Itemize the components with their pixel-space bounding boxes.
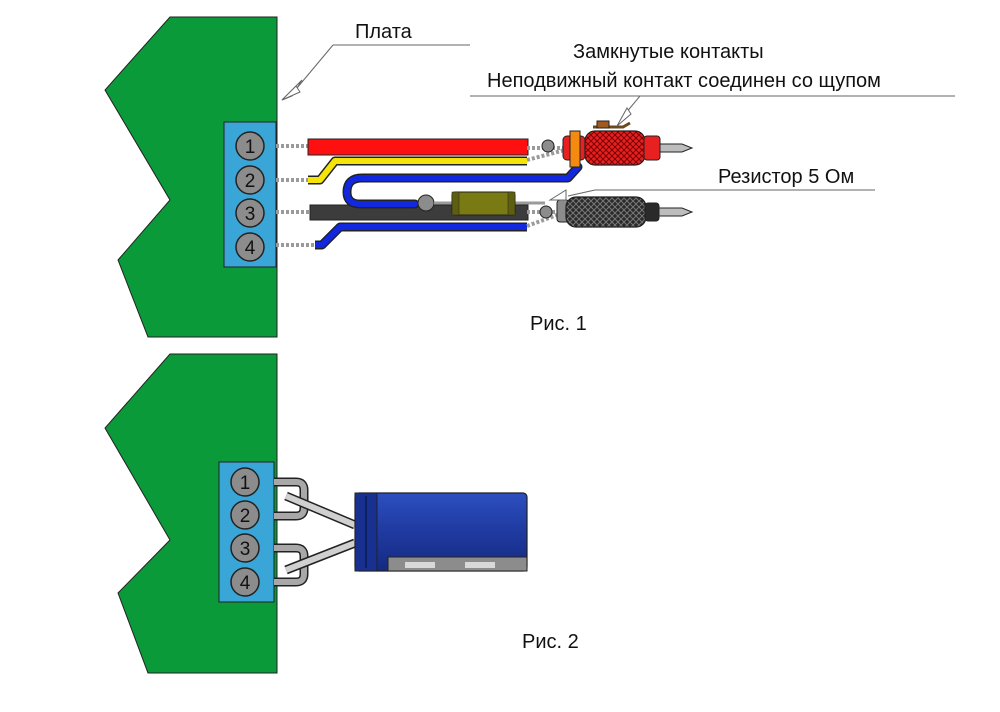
capacitor <box>354 492 528 572</box>
pin-3: 3 <box>235 198 265 228</box>
board-label: Плата <box>355 21 413 43</box>
callout-board <box>281 44 470 101</box>
pin-2: 2 <box>230 500 260 530</box>
pin-1: 1 <box>235 131 265 161</box>
bare-leads <box>276 144 315 247</box>
pin-2-label: 2 <box>245 171 256 192</box>
figure-2: 1 2 3 4 <box>104 353 579 674</box>
pin-4: 4 <box>235 232 265 262</box>
pin-4-label: 4 <box>240 573 251 594</box>
pin-1-label: 1 <box>240 473 251 494</box>
pin-4-label: 4 <box>245 238 256 259</box>
figure-1: 1 2 3 4 <box>104 16 955 338</box>
pin-3-label: 3 <box>240 539 251 560</box>
pin-4: 4 <box>230 567 260 597</box>
pin-1: 1 <box>230 467 260 497</box>
callout-resistor <box>548 189 875 201</box>
note-closed-contacts: Замкнутые контакты <box>573 41 764 63</box>
red-probe <box>562 120 694 168</box>
black-probe <box>556 196 694 228</box>
callout-contacts <box>470 95 955 127</box>
pin-3-label: 3 <box>245 204 256 225</box>
resistor-label: Резистор 5 Ом <box>718 166 854 188</box>
pin-3: 3 <box>230 533 260 563</box>
solder-joints <box>417 139 566 228</box>
caption-fig-2: Рис. 2 <box>522 631 579 653</box>
pin-1-label: 1 <box>245 137 256 158</box>
note-fixed-contact: Неподвижный контакт соединен со щупом <box>487 70 881 92</box>
capacitor-leads <box>274 477 357 587</box>
pin-2-label: 2 <box>240 506 251 527</box>
wire-red <box>307 138 529 156</box>
caption-fig-1: Рис. 1 <box>530 313 587 335</box>
resistor <box>451 191 516 216</box>
pin-2: 2 <box>235 165 265 195</box>
